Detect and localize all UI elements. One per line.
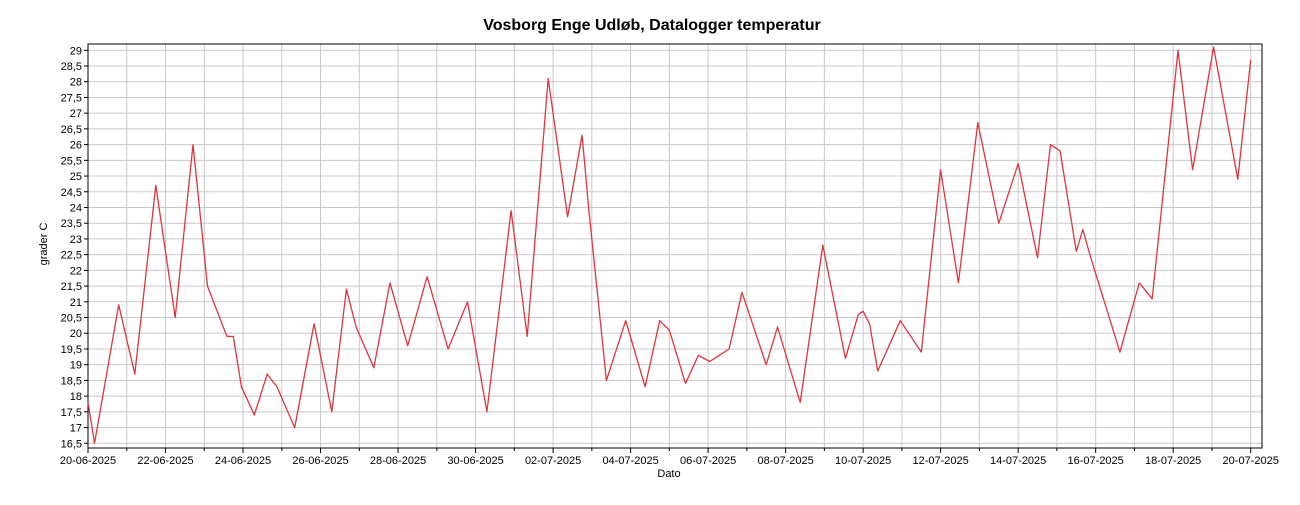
x-tick-label: 20-07-2025 [1223, 455, 1279, 467]
y-tick-label: 21 [70, 297, 82, 309]
y-tick-label: 25 [70, 171, 82, 183]
x-tick-label: 22-06-2025 [137, 455, 193, 467]
y-tick-label: 26 [70, 140, 82, 152]
y-tick-label: 28,5 [61, 61, 82, 73]
x-tick-label: 08-07-2025 [757, 455, 813, 467]
x-tick-label: 28-06-2025 [370, 455, 426, 467]
y-tick-label: 20 [70, 328, 82, 340]
y-tick-label: 28 [70, 77, 82, 89]
y-tick-label: 17 [70, 423, 82, 435]
x-tick-label: 14-07-2025 [990, 455, 1046, 467]
chart-title: Vosborg Enge Udløb, Datalogger temperatu… [483, 17, 821, 34]
x-tick-label: 06-07-2025 [680, 455, 736, 467]
y-tick-label: 19,5 [61, 344, 82, 356]
y-tick-label: 16,5 [61, 438, 82, 450]
x-tick-label: 16-07-2025 [1068, 455, 1124, 467]
x-tick-label: 02-07-2025 [525, 455, 581, 467]
y-tick-label: 23,5 [61, 218, 82, 230]
y-tick-label: 19 [70, 360, 82, 372]
y-tick-label: 22 [70, 265, 82, 277]
x-tick-label: 18-07-2025 [1145, 455, 1201, 467]
y-tick-label: 21,5 [61, 281, 82, 293]
y-tick-label: 22,5 [61, 250, 82, 262]
y-tick-label: 17,5 [61, 407, 82, 419]
y-tick-label: 18,5 [61, 375, 82, 387]
y-tick-label: 23 [70, 234, 82, 246]
x-tick-label: 24-06-2025 [215, 455, 271, 467]
plot-frame [87, 43, 1263, 449]
x-tick-label: 20-06-2025 [60, 455, 116, 467]
y-tick-label: 25,5 [61, 155, 82, 167]
y-axis-label: grader C [38, 223, 50, 266]
y-tick-label: 26,5 [61, 124, 82, 136]
y-tick-label: 24,5 [61, 187, 82, 199]
x-axis-label: Dato [657, 468, 680, 480]
y-tick-label: 18 [70, 391, 82, 403]
y-tick-label: 20,5 [61, 313, 82, 325]
y-tick-label: 24 [70, 202, 82, 214]
y-tick-label: 27 [70, 108, 82, 120]
x-tick-label: 30-06-2025 [447, 455, 503, 467]
y-tick-label: 27,5 [61, 92, 82, 104]
x-tick-label: 04-07-2025 [602, 455, 658, 467]
x-tick-label: 10-07-2025 [835, 455, 891, 467]
x-tick-label: 26-06-2025 [292, 455, 348, 467]
data-line [87, 46, 1252, 444]
y-tick-label: 29 [70, 45, 82, 57]
x-tick-label: 12-07-2025 [913, 455, 969, 467]
